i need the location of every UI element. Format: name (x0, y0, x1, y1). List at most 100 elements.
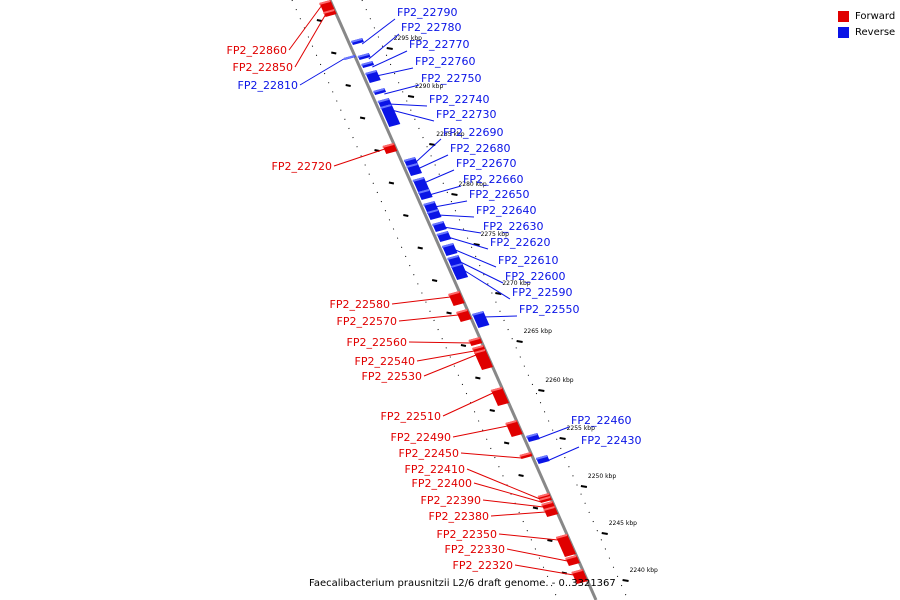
gene-fp2_22630-label[interactable]: FP2_22630 (483, 220, 543, 233)
major-tick (538, 389, 545, 392)
gene-fp2_22760-label[interactable]: FP2_22760 (415, 55, 475, 68)
gene-fp2_22600-label[interactable]: FP2_22600 (505, 270, 565, 283)
gene-fp2_22650-label[interactable]: FP2_22650 (469, 188, 529, 201)
gene-fp2_22810-label[interactable]: FP2_22810 (238, 79, 298, 92)
major-tick (495, 292, 502, 295)
gene-fp2_22540-label[interactable]: FP2_22540 (355, 355, 415, 368)
tick-label: 2260 kbp (545, 377, 573, 384)
gene-fp2_22390-label[interactable]: FP2_22390 (421, 494, 481, 507)
gene-fp2_22430-feature[interactable] (536, 455, 550, 464)
gene-fp2_22410-label[interactable]: FP2_22410 (405, 463, 465, 476)
tick-label: 2290 kbp (415, 83, 443, 90)
gene-fp2_22620-feature[interactable] (436, 231, 452, 242)
gene-fp2_22730-leader (391, 109, 435, 122)
gene-fp2_22610-label[interactable]: FP2_22610 (498, 254, 558, 267)
gene-fp2_22410-leader (466, 468, 541, 500)
gene-fp2_22810-feature[interactable] (343, 55, 356, 60)
gene-fp2_22730-label[interactable]: FP2_22730 (436, 108, 496, 121)
gene-fp2_22380-label[interactable]: FP2_22380 (429, 510, 489, 523)
gene-fp2_22640-label[interactable]: FP2_22640 (476, 204, 536, 217)
forward-swatch (838, 10, 849, 22)
gene-fp2_22750-label[interactable]: FP2_22750 (421, 72, 481, 85)
gene-fp2_22530-label[interactable]: FP2_22530 (362, 370, 422, 383)
gene-fp2_22400-label[interactable]: FP2_22400 (412, 477, 472, 490)
gene-fp2_22430-leader (546, 446, 580, 462)
minor-tick-left (532, 506, 539, 510)
gene-fp2_22650-leader (434, 200, 468, 208)
gene-fp2_22660-feature[interactable] (418, 189, 433, 200)
gene-fp2_22380-feature[interactable] (543, 506, 559, 517)
gene-fp2_22400-feature[interactable] (539, 496, 552, 503)
major-tick (559, 437, 566, 440)
gene-fp2_22530-feature[interactable] (474, 349, 494, 370)
gene-fp2_22780-label[interactable]: FP2_22780 (401, 21, 461, 34)
tick-label: 2275 kbp (481, 231, 509, 238)
gene-fp2_22460-feature[interactable] (526, 433, 540, 442)
gene-fp2_22450-label[interactable]: FP2_22450 (399, 447, 459, 460)
gene-fp2_22690-label[interactable]: FP2_22690 (443, 126, 503, 139)
gene-fp2_22580-label[interactable]: FP2_22580 (330, 298, 390, 311)
gene-fp2_22790-label[interactable]: FP2_22790 (397, 6, 457, 19)
gene-fp2_22430-label[interactable]: FP2_22430 (581, 434, 641, 447)
gene-fp2_22720-label[interactable]: FP2_22720 (272, 160, 332, 173)
gene-fp2_22510-feature[interactable] (490, 387, 509, 406)
gene-fp2_22760-feature[interactable] (365, 70, 381, 83)
gene-fp2_22740-label[interactable]: FP2_22740 (429, 93, 489, 106)
gene-fp2_22600-leader (458, 260, 504, 284)
legend-forward: Forward (838, 8, 895, 24)
gene-fp2_22670-label[interactable]: FP2_22670 (456, 157, 516, 170)
gene-fp2_22410-feature[interactable] (537, 493, 551, 500)
gene-fp2_22350-feature[interactable] (556, 534, 576, 557)
gene-fp2_22680-label[interactable]: FP2_22680 (450, 142, 510, 155)
gene-fp2_22740-feature[interactable] (377, 98, 392, 107)
gene-fp2_22770-label[interactable]: FP2_22770 (409, 38, 469, 51)
gene-fp2_22570-label[interactable]: FP2_22570 (337, 315, 397, 328)
major-tick (516, 340, 523, 343)
gene-fp2_22330-feature[interactable] (565, 555, 580, 566)
gene-fp2_22770-leader (372, 50, 408, 68)
gene-fp2_22450-feature[interactable] (519, 452, 533, 459)
gene-fp2_22560-leader (408, 341, 471, 344)
gene-fp2_22510-label[interactable]: FP2_22510 (381, 410, 441, 423)
tick-label: 2285 kbp (436, 131, 464, 138)
gene-fp2_22860-label[interactable]: FP2_22860 (227, 44, 287, 57)
tick-label: 2265 kbp (524, 328, 552, 335)
gene-fp2_22690-feature[interactable] (403, 157, 418, 166)
gene-fp2_22610-leader (452, 248, 497, 268)
gene-fp2_22320-feature[interactable] (571, 569, 588, 584)
gene-fp2_22320-label[interactable]: FP2_22320 (453, 559, 513, 572)
gene-fp2_22460-label[interactable]: FP2_22460 (571, 414, 631, 427)
gene-fp2_22550-feature[interactable] (472, 311, 490, 328)
gene-fp2_22670-feature[interactable] (412, 177, 430, 192)
gene-fp2_22560-label[interactable]: FP2_22560 (347, 336, 407, 349)
gene-fp2_22770-feature[interactable] (361, 61, 375, 68)
minor-tick-left (446, 311, 452, 315)
gene-fp2_22490-label[interactable]: FP2_22490 (391, 431, 451, 444)
gene-fp2_22630-leader (443, 226, 482, 234)
gene-fp2_22490-feature[interactable] (505, 420, 523, 437)
gene-fp2_22750-leader (384, 84, 420, 95)
gene-fp2_22560-feature[interactable] (468, 337, 483, 346)
gene-fp2_22350-label[interactable]: FP2_22350 (437, 528, 497, 541)
gene-fp2_22640-feature[interactable] (426, 209, 442, 220)
gene-fp2_22720-feature[interactable] (382, 143, 398, 154)
gene-fp2_22620-label[interactable]: FP2_22620 (490, 236, 550, 249)
gene-fp2_22850-label[interactable]: FP2_22850 (233, 61, 293, 74)
gene-fp2_22630-feature[interactable] (432, 221, 447, 232)
gene-fp2_22570-leader (398, 314, 459, 322)
gene-fp2_22660-label[interactable]: FP2_22660 (463, 173, 523, 186)
gene-fp2_22580-feature[interactable] (448, 291, 465, 306)
gene-fp2_22590-feature[interactable] (450, 263, 469, 280)
gene-fp2_22850-feature[interactable] (323, 9, 337, 17)
gene-fp2_22590-label[interactable]: FP2_22590 (512, 286, 572, 299)
gene-fp2_22730-feature[interactable] (380, 104, 401, 127)
gene-fp2_22570-feature[interactable] (456, 309, 472, 322)
gene-fp2_22780-feature[interactable] (357, 53, 371, 60)
gene-fp2_22860-feature[interactable] (319, 0, 335, 13)
gene-fp2_22790-feature[interactable] (351, 38, 364, 45)
gene-fp2_22330-label[interactable]: FP2_22330 (445, 543, 505, 556)
gene-fp2_22750-feature[interactable] (373, 88, 387, 95)
gene-fp2_22610-feature[interactable] (442, 243, 458, 256)
gene-fp2_22550-label[interactable]: FP2_22550 (519, 303, 579, 316)
gene-fp2_22680-feature[interactable] (406, 163, 423, 176)
